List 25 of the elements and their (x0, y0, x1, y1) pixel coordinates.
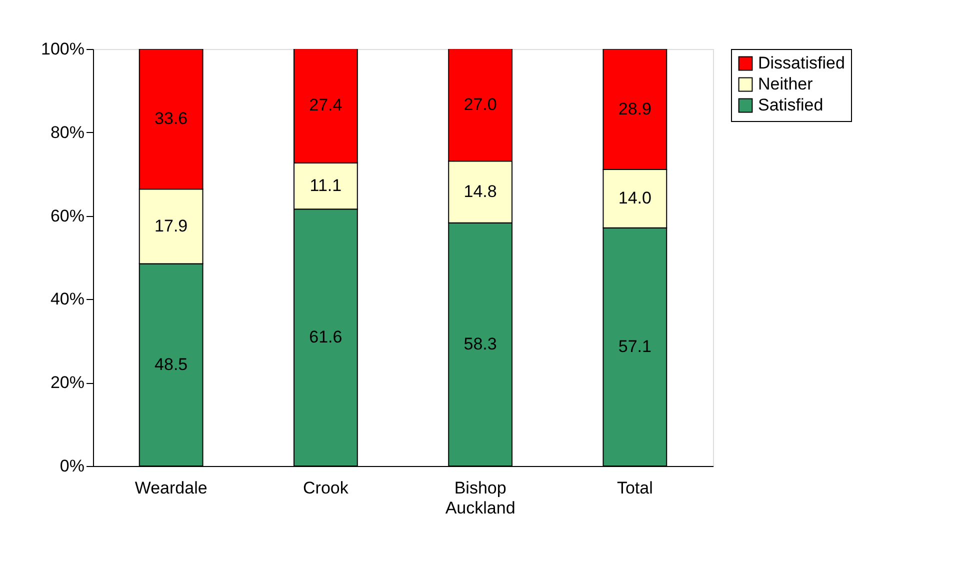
x-tick-label: Crook (303, 478, 349, 498)
legend-label: Satisfied (758, 96, 824, 114)
data-label: 48.5 (154, 354, 188, 374)
y-tick-label: 40% (50, 290, 84, 309)
data-label: 61.6 (309, 328, 342, 347)
x-tick-label: Total (616, 478, 653, 498)
data-label: 58.3 (464, 334, 497, 354)
data-label: 14.8 (464, 182, 497, 202)
data-label: 57.1 (618, 336, 652, 356)
legend-label: Neither (758, 74, 814, 94)
x-tick-label: Weardale (134, 478, 208, 498)
data-label: 14.0 (618, 188, 652, 208)
data-label: 27.0 (464, 94, 497, 114)
data-label: 11.1 (310, 176, 342, 195)
data-label: 28.9 (618, 99, 652, 118)
data-label: 17.9 (154, 216, 188, 236)
y-tick-label: 100% (41, 40, 84, 58)
legend-label: Dissatisfied (758, 54, 845, 72)
y-tick-label: 20% (50, 373, 84, 392)
x-tick-label: Bishop Auckland (445, 478, 516, 518)
y-tick-label: 80% (50, 122, 84, 142)
y-tick-label: 0% (60, 456, 84, 476)
data-label: 33.6 (154, 109, 188, 128)
data-label: 27.4 (309, 96, 342, 115)
y-tick-label: 60% (50, 206, 84, 226)
